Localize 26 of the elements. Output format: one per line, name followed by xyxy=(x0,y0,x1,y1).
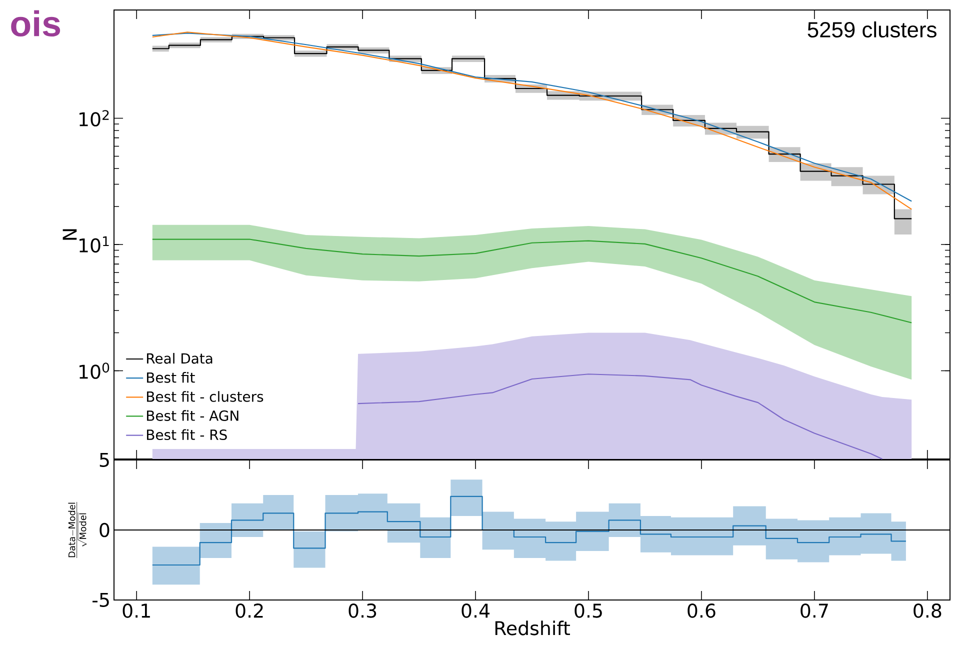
y-axis-title: $\frac{\mathrm{Data-Model}}{\sqrt{\mathrm{Model}}}$ xyxy=(68,502,87,558)
annotation: 5259 clusters xyxy=(808,21,936,38)
text: ois xyxy=(11,10,60,37)
x-tick-label: 0.4 xyxy=(462,604,490,618)
x-tick-label: 0.2 xyxy=(236,604,263,618)
y-tick-label: 10$^{2}$ xyxy=(80,110,109,126)
legend-label: Best fit xyxy=(147,372,195,383)
line-series xyxy=(357,374,883,460)
legend-label: Best fit - RS xyxy=(147,429,227,440)
legend-label: Real Data xyxy=(147,352,212,364)
y-tick-label: 5 xyxy=(100,452,109,468)
y-tick-label: 10$^{0}$ xyxy=(80,362,110,379)
x-axis-title: Redshift xyxy=(495,620,570,636)
x-tick-label: 0.1 xyxy=(122,604,150,618)
x-tick-label: 0.5 xyxy=(574,604,602,618)
x-tick-label: 0.3 xyxy=(348,604,376,618)
legend-label: Best fit - clusters xyxy=(147,391,264,402)
line-series xyxy=(152,238,912,324)
y-tick-label: -5 xyxy=(92,592,109,608)
y-tick-label: 10$^{1}$ xyxy=(80,236,109,253)
y-tick-label: 0 xyxy=(100,522,110,538)
x-tick-label: 0.8 xyxy=(914,604,942,618)
x-tick-label: 0.6 xyxy=(688,604,716,618)
legend-label: Best fit - AGN xyxy=(147,410,238,421)
x-tick-label: 0.7 xyxy=(800,604,828,618)
y-axis-title: N xyxy=(62,229,77,240)
